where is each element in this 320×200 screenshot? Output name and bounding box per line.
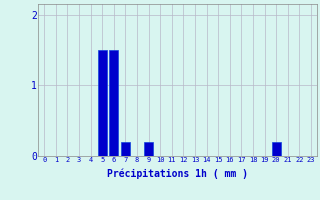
X-axis label: Précipitations 1h ( mm ): Précipitations 1h ( mm ) — [107, 169, 248, 179]
Bar — [98, 50, 107, 156]
Bar — [121, 142, 130, 156]
Bar — [272, 142, 281, 156]
Bar — [144, 142, 153, 156]
Bar — [109, 50, 118, 156]
